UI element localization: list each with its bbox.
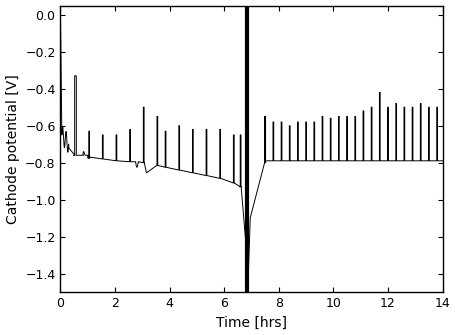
Y-axis label: Cathode potential [V]: Cathode potential [V] (5, 74, 20, 224)
X-axis label: Time [hrs]: Time [hrs] (216, 316, 286, 329)
